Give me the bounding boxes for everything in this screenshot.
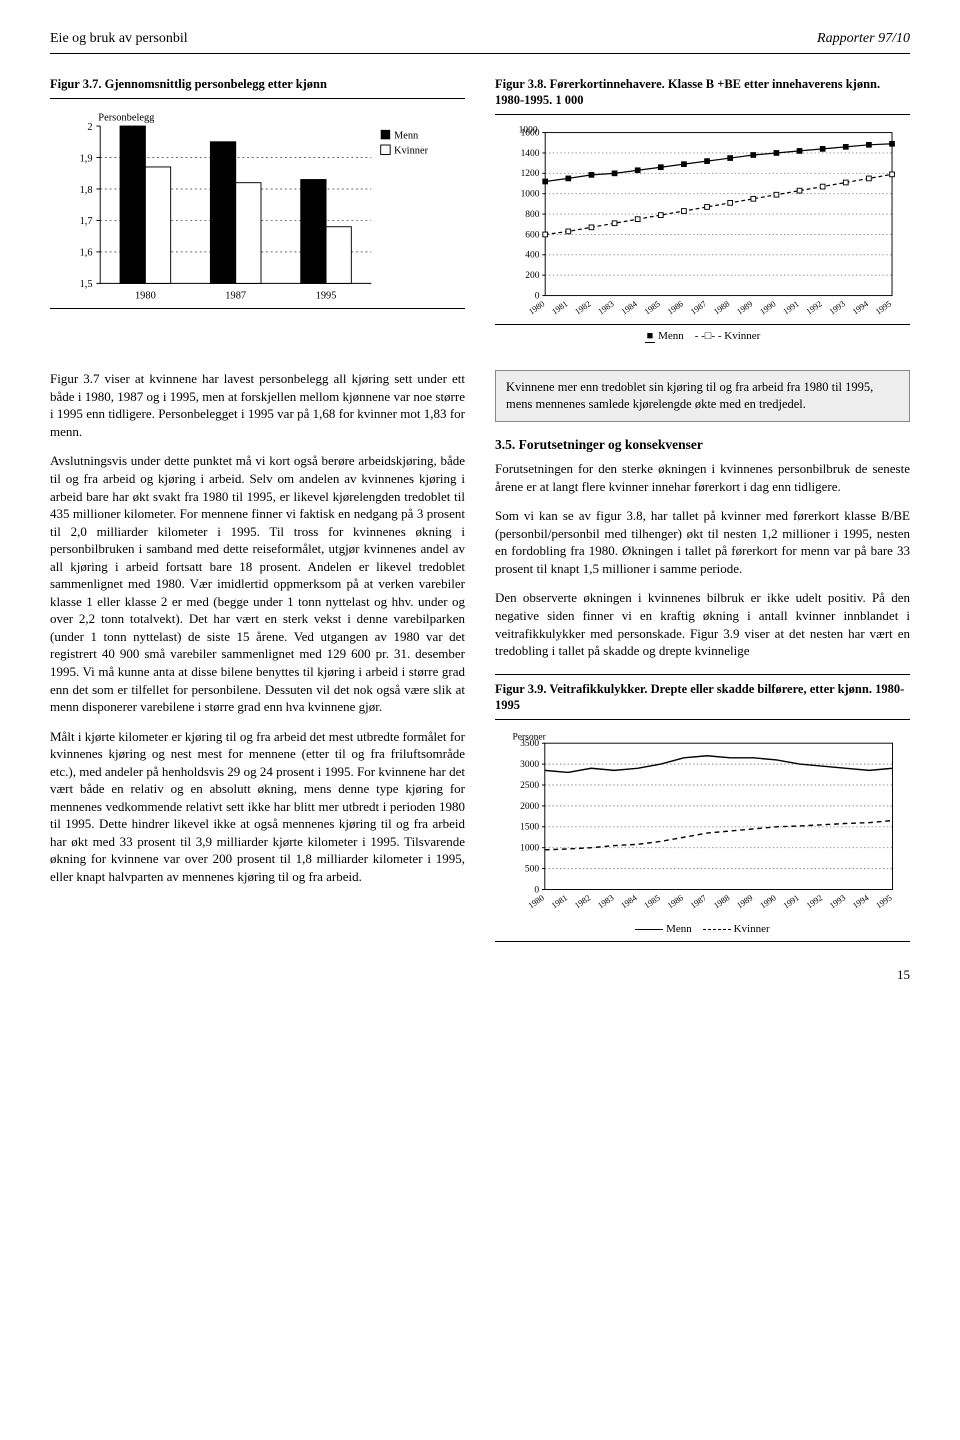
svg-text:1400: 1400 <box>521 149 540 159</box>
svg-text:1986: 1986 <box>665 299 685 317</box>
svg-text:1,5: 1,5 <box>80 279 93 290</box>
right-para-1: Forutsetningen for den sterke økningen i… <box>495 460 910 495</box>
svg-text:1988: 1988 <box>712 299 732 317</box>
svg-text:1993: 1993 <box>827 299 847 317</box>
right-para-2: Som vi kan se av figur 3.8, har tallet p… <box>495 507 910 577</box>
fig39-chart: Personer05001000150020002500300035001980… <box>495 728 910 918</box>
fig39-legend: Menn Kvinner <box>495 922 910 942</box>
right-para-3: Den observerte økningen i kvinnenes bilb… <box>495 589 910 659</box>
svg-text:1000: 1000 <box>521 190 540 200</box>
section-3-5-heading: 3.5. Forutsetninger og konsekvenser <box>495 436 910 454</box>
svg-text:Personbelegg: Personbelegg <box>98 113 154 124</box>
svg-text:1991: 1991 <box>781 893 801 911</box>
svg-text:1000: 1000 <box>520 844 539 854</box>
svg-text:1980: 1980 <box>527 299 547 317</box>
fig37-chart: Personbelegg 1,5 1,6 1,7 1,8 1,9 2 1980 1987 1995… <box>50 109 465 309</box>
svg-text:1990: 1990 <box>758 893 778 911</box>
svg-text:1981: 1981 <box>550 299 570 317</box>
right-column: Kvinnene mer enn tredoblet sin kjøring t… <box>495 370 910 942</box>
left-para-2: Avslutningsvis under dette punktet må vi… <box>50 452 465 715</box>
top-charts-row: Figur 3.7. Gjennomsnittlig personbelegg … <box>50 76 910 344</box>
svg-text:1993: 1993 <box>828 893 848 911</box>
fig38-title: Figur 3.8. Førerkortinnehavere. Klasse B… <box>495 76 910 116</box>
fig37-title: Figur 3.7. Gjennomsnittlig personbelegg … <box>50 76 465 99</box>
left-column: Figur 3.7 viser at kvinnene har lavest p… <box>50 370 465 942</box>
fig39-title: Figur 3.9. Veitrafikkulykker. Drepte ell… <box>495 674 910 721</box>
svg-text:1989: 1989 <box>735 299 755 317</box>
svg-text:1986: 1986 <box>665 892 685 910</box>
svg-text:1983: 1983 <box>596 893 616 911</box>
svg-text:1987: 1987 <box>689 298 709 316</box>
svg-text:1600: 1600 <box>521 129 540 139</box>
svg-text:1994: 1994 <box>851 892 871 910</box>
left-para-1: Figur 3.7 viser at kvinnene har lavest p… <box>50 370 465 440</box>
svg-text:1985: 1985 <box>642 893 662 911</box>
svg-text:2500: 2500 <box>520 781 539 791</box>
svg-text:1992: 1992 <box>804 299 824 317</box>
page-header: Eie og bruk av personbil Rapporter 97/10 <box>50 30 910 54</box>
svg-text:500: 500 <box>525 865 540 875</box>
svg-text:800: 800 <box>525 210 539 220</box>
svg-text:1984: 1984 <box>619 298 639 316</box>
svg-text:1,7: 1,7 <box>80 216 93 227</box>
fig38-legend-menn: Menn <box>658 330 684 342</box>
fig38-legend-kvinner: Kvinner <box>724 330 760 342</box>
svg-text:1991: 1991 <box>781 299 801 317</box>
svg-text:1992: 1992 <box>804 893 824 911</box>
svg-text:1981: 1981 <box>549 893 569 911</box>
fig39-legend-menn: Menn <box>666 923 692 935</box>
header-right: Rapporter 97/10 <box>817 30 910 49</box>
svg-text:1995: 1995 <box>316 291 337 302</box>
svg-text:1994: 1994 <box>850 298 870 316</box>
svg-text:1985: 1985 <box>642 299 662 317</box>
svg-text:1,8: 1,8 <box>80 185 93 196</box>
figure-3-7: Figur 3.7. Gjennomsnittlig personbelegg … <box>50 76 465 344</box>
svg-text:400: 400 <box>525 251 539 261</box>
svg-text:1987: 1987 <box>225 291 246 302</box>
svg-text:1980: 1980 <box>526 893 546 911</box>
svg-text:1500: 1500 <box>520 823 539 833</box>
svg-text:1,9: 1,9 <box>80 153 93 164</box>
fig38-legend: ■ Menn - -□- - Kvinner <box>495 329 910 344</box>
fig38-chart: 1000020040060080010001200140016001980198… <box>495 125 910 325</box>
svg-text:2000: 2000 <box>520 802 539 812</box>
svg-text:1983: 1983 <box>596 299 616 317</box>
svg-text:1988: 1988 <box>712 893 732 911</box>
svg-text:Kvinner: Kvinner <box>394 146 429 157</box>
figure-3-8: Figur 3.8. Førerkortinnehavere. Klasse B… <box>495 76 910 344</box>
svg-text:1995: 1995 <box>874 893 894 911</box>
svg-text:1990: 1990 <box>758 299 778 317</box>
svg-text:200: 200 <box>525 271 539 281</box>
page-number: 15 <box>50 966 910 984</box>
svg-text:1989: 1989 <box>735 893 755 911</box>
svg-text:1982: 1982 <box>573 893 593 911</box>
body-columns: Figur 3.7 viser at kvinnene har lavest p… <box>50 370 910 942</box>
svg-text:1995: 1995 <box>873 299 893 317</box>
fig39-legend-kvinner: Kvinner <box>734 923 770 935</box>
svg-text:1987: 1987 <box>688 892 708 910</box>
svg-text:1,6: 1,6 <box>80 248 93 259</box>
svg-text:Menn: Menn <box>394 131 419 142</box>
header-left: Eie og bruk av personbil <box>50 30 188 49</box>
svg-text:3000: 3000 <box>520 760 539 770</box>
svg-text:1982: 1982 <box>573 299 593 317</box>
svg-text:1200: 1200 <box>521 170 540 180</box>
left-para-3: Målt i kjørte kilometer er kjøring til o… <box>50 728 465 886</box>
svg-text:1980: 1980 <box>135 291 156 302</box>
svg-text:3500: 3500 <box>520 739 539 749</box>
highlight-box: Kvinnene mer enn tredoblet sin kjøring t… <box>495 370 910 422</box>
svg-text:600: 600 <box>525 231 539 241</box>
svg-text:1984: 1984 <box>619 892 639 910</box>
svg-text:2: 2 <box>87 122 92 133</box>
